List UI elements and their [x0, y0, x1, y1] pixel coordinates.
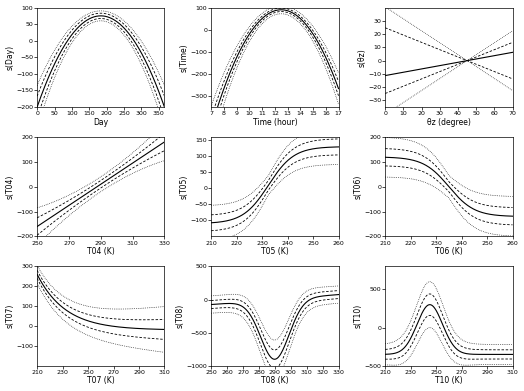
Y-axis label: s(T04): s(T04) [6, 174, 15, 199]
X-axis label: T08 (K): T08 (K) [261, 377, 289, 386]
Y-axis label: s(T05): s(T05) [180, 174, 189, 199]
Y-axis label: s(Time): s(Time) [180, 43, 189, 72]
Y-axis label: s(T07): s(T07) [6, 304, 15, 328]
Y-axis label: s(Day): s(Day) [6, 45, 15, 70]
X-axis label: T10 (K): T10 (K) [435, 377, 463, 386]
Y-axis label: s(T08): s(T08) [176, 304, 185, 328]
X-axis label: T04 (K): T04 (K) [87, 247, 115, 256]
X-axis label: Time (hour): Time (hour) [253, 118, 297, 127]
X-axis label: T05 (K): T05 (K) [261, 247, 289, 256]
X-axis label: T06 (K): T06 (K) [435, 247, 463, 256]
X-axis label: T07 (K): T07 (K) [87, 377, 115, 386]
Y-axis label: s(T06): s(T06) [354, 174, 363, 199]
X-axis label: Day: Day [93, 118, 108, 127]
Y-axis label: s(θz): s(θz) [357, 48, 367, 67]
Y-axis label: s(T10): s(T10) [354, 304, 363, 328]
X-axis label: θz (degree): θz (degree) [427, 118, 471, 127]
